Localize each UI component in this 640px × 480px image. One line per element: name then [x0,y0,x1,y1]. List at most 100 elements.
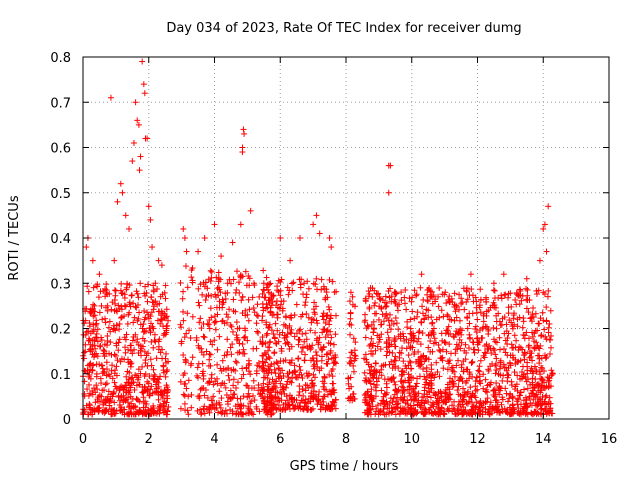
data-point [81,378,88,385]
data-point [198,325,205,332]
data-point [348,321,355,328]
data-point [329,373,336,380]
data-point [86,335,93,342]
data-point [241,325,248,332]
data-point [104,333,111,340]
data-point [350,335,357,342]
data-point [260,398,267,405]
data-point [262,359,269,366]
data-point [387,395,394,402]
data-point [296,336,303,343]
data-point [245,368,252,375]
data-point [536,257,543,264]
data-point [259,334,266,341]
data-point [345,375,352,382]
data-point [155,338,162,345]
data-point [140,81,147,88]
data-point [208,375,215,382]
data-point [240,411,247,418]
data-point [183,248,190,255]
data-point [244,337,251,344]
data-point [348,349,355,356]
data-point [471,346,478,353]
data-point [418,271,425,278]
data-point [501,345,508,352]
data-point [350,362,357,369]
data-point [468,286,475,293]
data-point [485,307,492,314]
data-point [477,357,484,364]
data-point [448,295,455,302]
data-point [300,291,307,298]
data-point [261,406,268,413]
data-point [233,385,240,392]
data-point [283,381,290,388]
data-point [274,327,281,334]
data-point [297,281,304,288]
data-point [310,363,317,370]
data-point [100,347,107,354]
data-point [122,344,129,351]
data-point [128,400,135,407]
data-point [200,320,207,327]
data-point [322,320,329,327]
data-point [240,126,247,133]
data-point [227,387,234,394]
data-point [311,365,318,372]
data-point [370,329,377,336]
data-point [86,401,93,408]
data-point [284,403,291,410]
data-point [230,382,237,389]
data-point [260,280,267,287]
data-point [163,323,170,330]
data-point [112,383,119,390]
data-point [114,357,121,364]
data-point [95,294,102,301]
data-point [86,320,93,327]
data-point [114,308,121,315]
data-point [163,368,170,375]
data-point [299,385,306,392]
data-point [529,333,536,340]
data-point [464,400,471,407]
data-points [80,58,556,418]
data-point [302,387,309,394]
data-point [215,399,222,406]
data-point [539,309,546,316]
data-point [259,290,266,297]
data-point [197,281,204,288]
data-point [249,294,256,301]
data-point [419,330,426,337]
data-point [273,340,280,347]
data-point [316,230,323,237]
data-point [131,314,138,321]
data-point [327,340,334,347]
data-point [188,404,195,411]
data-point [259,364,266,371]
data-point [212,378,219,385]
data-point [464,314,471,321]
data-point [277,235,284,241]
data-point [225,314,232,321]
data-point [264,330,271,337]
data-point [223,392,230,399]
data-point [301,357,308,364]
data-point [513,337,520,344]
data-point [233,332,240,339]
data-point [296,383,303,390]
data-point [314,335,321,342]
data-point [319,395,326,402]
data-point [547,344,554,351]
data-point [274,389,281,396]
data-point [182,380,189,387]
data-point [126,376,133,383]
data-point [117,180,124,187]
data-point [371,310,378,317]
x-tick-label: 0 [79,432,87,447]
data-point [325,356,332,363]
data-point [467,271,474,278]
data-point [326,306,333,313]
data-point [145,407,152,414]
data-point [81,349,88,356]
grid [83,57,609,419]
